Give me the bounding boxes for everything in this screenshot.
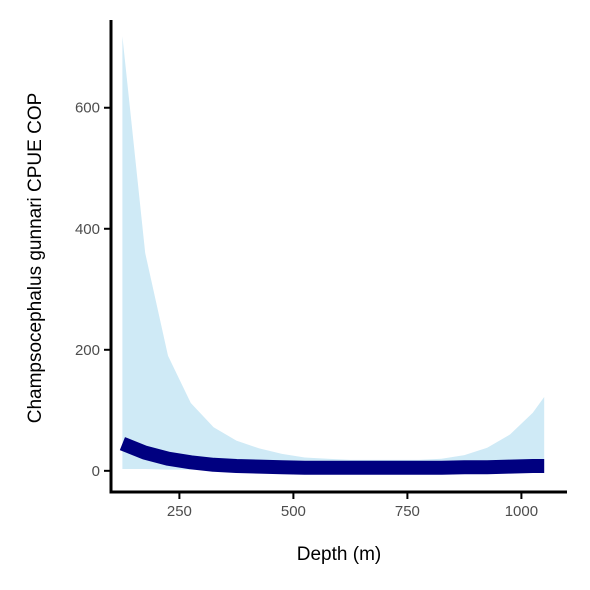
y-tick-label: 400 [75,221,100,238]
plot-area [119,36,545,475]
x-tick-label: 750 [395,503,420,520]
x-axis-title: Depth (m) [297,544,381,565]
y-tick-label: 0 [92,463,100,480]
fitted-line [119,437,545,475]
x-tick-label: 500 [281,503,306,520]
x-tick-label: 250 [167,503,192,520]
y-tick-label: 600 [75,100,100,117]
confidence-band [122,36,545,471]
x-tick-label: 1000 [505,503,538,520]
y-tick-label: 200 [75,342,100,359]
y-axis-title: Champsocephalus gunnari CPUE COP [25,93,46,424]
axes: 250 500 750 1000 0 200 400 600 [75,20,567,520]
